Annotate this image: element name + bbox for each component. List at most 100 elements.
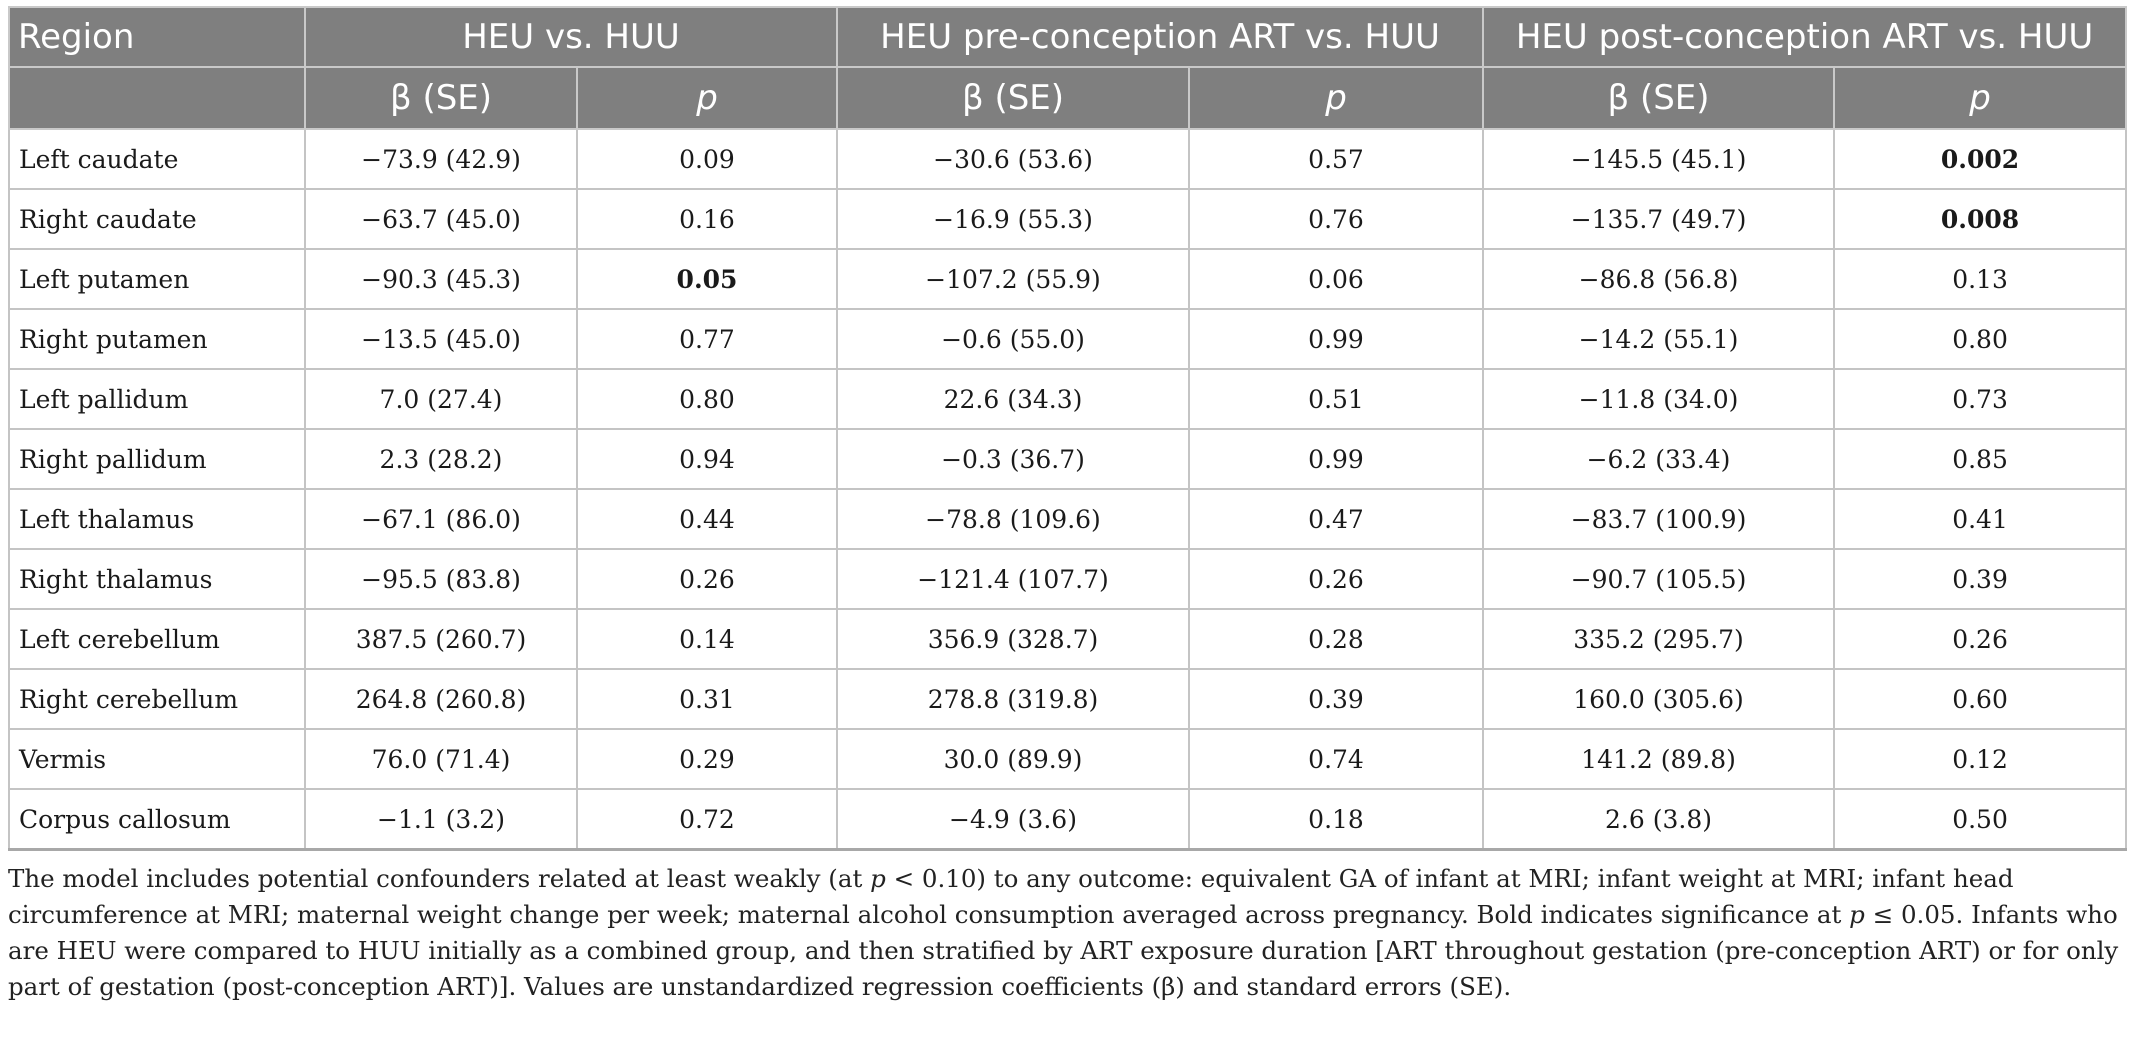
cell-beta-se: −0.6 (55.0) [836,308,1190,370]
cell-beta-se: −13.5 (45.0) [304,308,578,370]
header-beta-se-2: β (SE) [836,66,1190,130]
cell-p: 0.41 [1833,488,2128,550]
header-post-conception: HEU post-conception ART vs. HUU [1482,6,2128,68]
cell-region: Right pallidum [8,428,306,490]
cell-p: 0.29 [576,728,838,790]
cell-p: 0.72 [576,788,838,851]
cell-beta-se: 141.2 (89.8) [1482,728,1836,790]
cell-beta-se: 7.0 (27.4) [304,368,578,430]
cell-beta-se: 2.3 (28.2) [304,428,578,490]
footnote-part-1: The model includes potential confounders… [8,864,871,893]
table-row: Vermis 76.0 (71.4) 0.29 30.0 (89.9) 0.74… [8,728,2128,790]
cell-beta-se: −1.1 (3.2) [304,788,578,851]
cell-region: Left caudate [8,128,306,190]
cell-beta-se: 30.0 (89.9) [836,728,1190,790]
table-row: Left caudate −73.9 (42.9) 0.09 −30.6 (53… [8,128,2128,190]
cell-p: 0.80 [1833,308,2128,370]
footnote-part-3: ≤ 0.05. Infants who are HEU were compare… [8,900,2119,1001]
cell-beta-se: 160.0 (305.6) [1482,668,1836,730]
cell-p: 0.26 [1187,548,1485,610]
cell-beta-se: 278.8 (319.8) [836,668,1190,730]
cell-beta-se: −14.2 (55.1) [1482,308,1836,370]
cell-beta-se: −30.6 (53.6) [836,128,1190,190]
header-heu-vs-huu: HEU vs. HUU [304,6,838,68]
cell-p: 0.99 [1187,308,1485,370]
cell-p: 0.77 [576,308,838,370]
cell-p: 0.18 [1187,788,1485,851]
cell-region: Left thalamus [8,488,306,550]
cell-region: Left cerebellum [8,608,306,670]
cell-p: 0.44 [576,488,838,550]
cell-p: 0.14 [576,608,838,670]
cell-p: 0.31 [576,668,838,730]
cell-p: 0.06 [1187,248,1485,310]
header-p-2: p [1187,66,1485,130]
cell-p: 0.39 [1187,668,1485,730]
cell-p: 0.50 [1833,788,2128,851]
cell-p: 0.74 [1187,728,1485,790]
cell-region: Right cerebellum [8,668,306,730]
cell-p: 0.57 [1187,128,1485,190]
cell-beta-se: 2.6 (3.8) [1482,788,1836,851]
results-table: Region HEU vs. HUU HEU pre-conception AR… [8,6,2128,851]
cell-p: 0.008 [1833,188,2128,250]
table-row: Right cerebellum 264.8 (260.8) 0.31 278.… [8,668,2128,730]
cell-beta-se: 264.8 (260.8) [304,668,578,730]
cell-p: 0.26 [1833,608,2128,670]
cell-p: 0.002 [1833,128,2128,190]
cell-region: Vermis [8,728,306,790]
cell-beta-se: −0.3 (36.7) [836,428,1190,490]
table-row: Right thalamus −95.5 (83.8) 0.26 −121.4 … [8,548,2128,610]
cell-p: 0.60 [1833,668,2128,730]
cell-p: 0.85 [1833,428,2128,490]
cell-p: 0.12 [1833,728,2128,790]
cell-region: Corpus callosum [8,788,306,851]
cell-beta-se: −73.9 (42.9) [304,128,578,190]
cell-p: 0.80 [576,368,838,430]
cell-beta-se: −83.7 (100.9) [1482,488,1836,550]
table-row: Left pallidum 7.0 (27.4) 0.80 22.6 (34.3… [8,368,2128,430]
cell-region: Right putamen [8,308,306,370]
cell-beta-se: −11.8 (34.0) [1482,368,1836,430]
table-row: Right putamen −13.5 (45.0) 0.77 −0.6 (55… [8,308,2128,370]
cell-p: 0.76 [1187,188,1485,250]
cell-beta-se: 22.6 (34.3) [836,368,1190,430]
header-blank [8,66,306,130]
cell-beta-se: −90.7 (105.5) [1482,548,1836,610]
header-p-3: p [1833,66,2128,130]
cell-beta-se: −95.5 (83.8) [304,548,578,610]
cell-p: 0.26 [576,548,838,610]
header-p-1: p [576,66,838,130]
cell-p: 0.51 [1187,368,1485,430]
table-footnote: The model includes potential confounders… [8,861,2125,1005]
cell-beta-se: −107.2 (55.9) [836,248,1190,310]
table-body: Left caudate −73.9 (42.9) 0.09 −30.6 (53… [8,128,2128,851]
cell-beta-se: −86.8 (56.8) [1482,248,1836,310]
cell-p: 0.05 [576,248,838,310]
cell-beta-se: 335.2 (295.7) [1482,608,1836,670]
table-row: Left cerebellum 387.5 (260.7) 0.14 356.9… [8,608,2128,670]
cell-beta-se: −67.1 (86.0) [304,488,578,550]
table-container: Region HEU vs. HUU HEU pre-conception AR… [8,6,2128,1005]
cell-p: 0.94 [576,428,838,490]
table-row: Right caudate −63.7 (45.0) 0.16 −16.9 (5… [8,188,2128,250]
cell-region: Right caudate [8,188,306,250]
header-pre-conception: HEU pre-conception ART vs. HUU [835,6,1485,68]
table-row: Left thalamus −67.1 (86.0) 0.44 −78.8 (1… [8,488,2128,550]
cell-beta-se: −63.7 (45.0) [304,188,578,250]
footnote-part-2: < 0.10) to any outcome: equivalent GA of… [8,864,2014,929]
cell-p: 0.16 [576,188,838,250]
cell-beta-se: −90.3 (45.3) [304,248,578,310]
table-row: Corpus callosum −1.1 (3.2) 0.72 −4.9 (3.… [8,788,2128,851]
header-beta-se-3: β (SE) [1482,66,1836,130]
table-row: Right pallidum 2.3 (28.2) 0.94 −0.3 (36.… [8,428,2128,490]
header-region: Region [8,6,306,68]
cell-beta-se: 356.9 (328.7) [836,608,1190,670]
cell-beta-se: −6.2 (33.4) [1482,428,1836,490]
sub-header-row: β (SE) p β (SE) p β (SE) p [8,66,2128,130]
footnote-p-symbol: p [870,864,886,893]
cell-region: Right thalamus [8,548,306,610]
cell-p: 0.28 [1187,608,1485,670]
group-header-row: Region HEU vs. HUU HEU pre-conception AR… [8,6,2128,68]
cell-p: 0.47 [1187,488,1485,550]
